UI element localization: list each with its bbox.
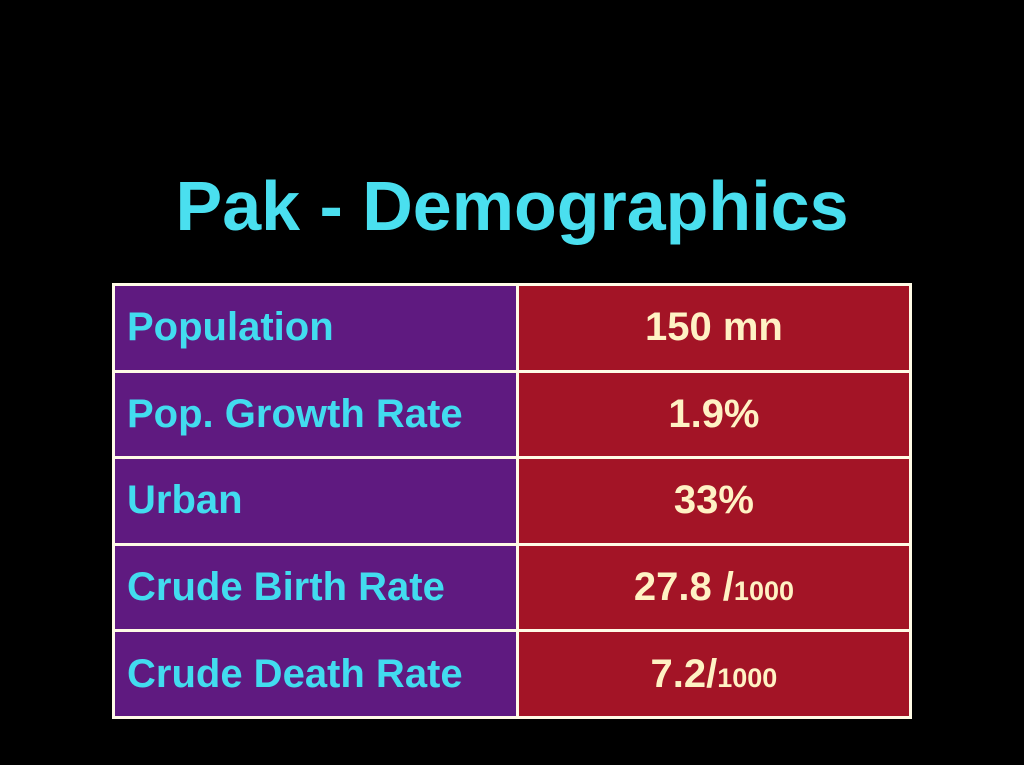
demographics-table: Population 150 mn Pop. Growth Rate 1.9% … (112, 283, 913, 719)
table-row: Population 150 mn (112, 283, 913, 373)
value-main: 33% (673, 478, 754, 523)
value-main: 1.9% (668, 391, 760, 436)
value-main: 7.2/ (650, 651, 718, 696)
table-row: Crude Birth Rate 27.8 /1000 (112, 542, 913, 633)
row-value: 1.9% (515, 369, 913, 460)
value-main: 27.8 / (633, 565, 734, 610)
table-row: Urban 33% (112, 456, 913, 546)
value-main: 150 mn (644, 305, 783, 350)
row-value: 27.8 /1000 (515, 542, 913, 633)
row-value: 33% (515, 456, 913, 546)
row-label: Crude Death Rate (112, 629, 519, 719)
demographics-table-container: Population 150 mn Pop. Growth Rate 1.9% … (112, 283, 913, 719)
table-row: Crude Death Rate 7.2/1000 (112, 629, 913, 719)
page-title: Pak - Demographics (175, 167, 849, 245)
row-value: 150 mn (515, 283, 913, 373)
row-label: Population (112, 283, 519, 373)
row-label: Urban (112, 456, 519, 546)
table-row: Pop. Growth Rate 1.9% (112, 369, 913, 460)
value-sub: 1000 (717, 662, 778, 693)
row-value: 7.2/1000 (515, 629, 913, 719)
value-sub: 1000 (733, 576, 794, 607)
row-label: Crude Birth Rate (112, 542, 519, 633)
row-label: Pop. Growth Rate (112, 369, 519, 460)
